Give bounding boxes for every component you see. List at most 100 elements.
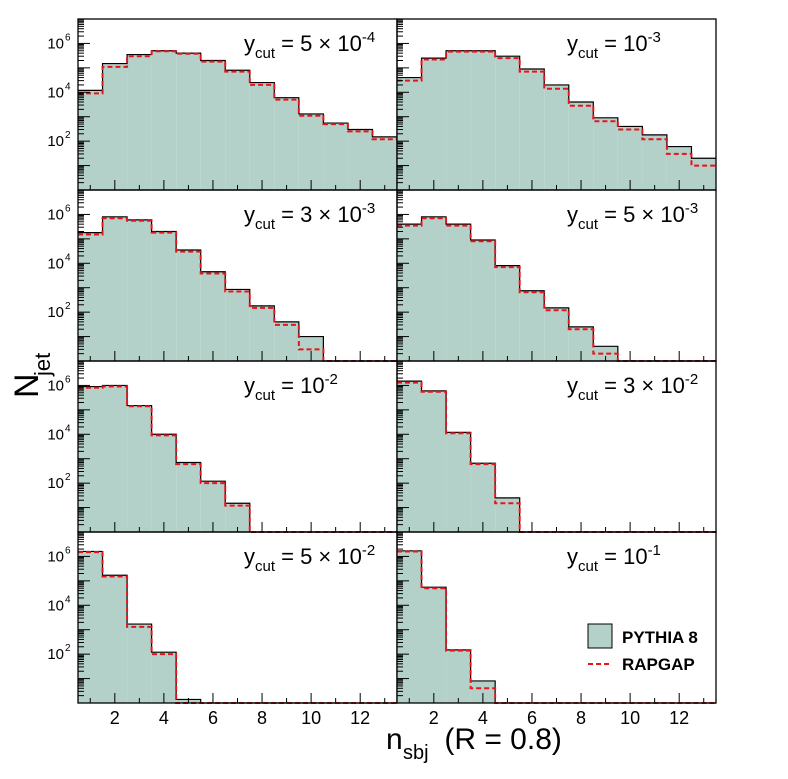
y-tick-label: 10 — [47, 304, 64, 321]
pythia-bar — [347, 129, 373, 190]
pythia-bar — [78, 232, 103, 361]
panel-label: ycut = 10-2 — [244, 371, 338, 404]
pythia-bar — [397, 224, 422, 361]
legend-swatch-pythia — [587, 623, 613, 649]
pythia-bar — [446, 50, 471, 190]
pythia-bar — [470, 463, 496, 532]
x-tick-label: 10 — [301, 708, 321, 728]
y-tick-label: 10 — [47, 206, 64, 223]
pythia-bar — [151, 50, 177, 190]
pythia-bar — [397, 550, 422, 703]
pythia-bar — [421, 58, 447, 191]
pythia-bar — [691, 158, 716, 190]
panel-label: ycut = 5 × 10-4 — [244, 29, 375, 62]
y-tick-label-exponent: 2 — [65, 643, 71, 654]
panel-label: ycut = 10-1 — [567, 542, 661, 575]
pythia-bar — [519, 290, 545, 361]
pythia-bar — [127, 624, 152, 703]
legend-label-rapgap: RAPGAP — [622, 655, 695, 674]
pythia-bar — [446, 224, 471, 361]
pythia-bar — [495, 56, 520, 190]
pythia-bar — [470, 680, 496, 703]
y-tick-label-exponent: 6 — [65, 203, 71, 214]
pythia-bar — [78, 551, 103, 703]
pythia-bar — [446, 649, 471, 703]
pythia-bar — [151, 434, 177, 532]
x-tick-label: 12 — [669, 708, 689, 728]
rapgap-line — [78, 385, 397, 533]
pythia-bar — [372, 136, 397, 190]
pythia-outline — [397, 50, 716, 159]
panel-2: ycut = 10-3 — [396, 18, 717, 191]
pythia-bar — [544, 307, 569, 361]
y-tick-label: 10 — [47, 548, 64, 565]
pythia-bar — [274, 321, 299, 361]
pythia-bar — [298, 113, 324, 190]
x-axis-title-suffix: (R = 0.8) — [436, 723, 562, 756]
panel-label: ycut = 3 × 10-2 — [567, 371, 698, 404]
x-tick-label: 2 — [429, 708, 439, 728]
pythia-bar — [617, 126, 643, 190]
pythia-bar — [421, 390, 447, 532]
pythia-bar — [495, 265, 520, 361]
panel-label: ycut = 5 × 10-2 — [244, 542, 375, 575]
pythia-bar — [200, 271, 226, 361]
pythia-bar — [470, 239, 496, 361]
pythia-bar — [102, 63, 128, 191]
y-tick-label-exponent: 4 — [65, 81, 71, 92]
legend-label-pythia: PYTHIA 8 — [622, 628, 698, 647]
pythia-bar — [102, 575, 128, 703]
pythia-bar — [421, 216, 447, 361]
pythia-bar — [225, 70, 250, 190]
y-tick-label: 10 — [47, 84, 64, 101]
y-tick-label: 10 — [47, 426, 64, 443]
x-tick-label: 4 — [478, 708, 488, 728]
pythia-bar — [225, 289, 250, 361]
y-tick-label: 10 — [47, 597, 64, 614]
x-tick-label: 8 — [257, 708, 267, 728]
x-tick-label: 4 — [159, 708, 169, 728]
x-axis-title-main: n — [386, 723, 403, 756]
panel-6: ycut = 3 × 10-2 — [396, 360, 717, 533]
rapgap-line — [78, 50, 397, 141]
y-tick-label: 10 — [47, 475, 64, 492]
pythia-bar — [446, 432, 471, 532]
rapgap-line — [397, 50, 716, 167]
pythia-bar — [200, 60, 226, 190]
y-tick-label: 10 — [47, 35, 64, 52]
pythia-bar — [176, 462, 201, 532]
pythia-bar — [397, 381, 422, 532]
pythia-bar — [593, 117, 618, 190]
y-tick-label-exponent: 2 — [65, 472, 71, 483]
pythia-bar — [176, 249, 201, 361]
x-tick-label: 8 — [576, 708, 586, 728]
y-tick-label-exponent: 6 — [65, 32, 71, 43]
y-tick-label: 10 — [47, 377, 64, 394]
pythia-bar — [421, 587, 447, 703]
y-tick-label-exponent: 6 — [65, 545, 71, 556]
y-tick-label-exponent: 6 — [65, 374, 71, 385]
pythia-outline — [78, 50, 397, 138]
pythia-bar — [127, 219, 152, 361]
x-tick-label: 10 — [620, 708, 640, 728]
pythia-bar — [495, 497, 520, 532]
y-tick-label-exponent: 4 — [65, 594, 71, 605]
x-tick-label: 2 — [110, 708, 120, 728]
pythia-bar — [519, 68, 545, 190]
panel-label: ycut = 3 × 10-3 — [244, 200, 375, 233]
y-tick-label-exponent: 4 — [65, 423, 71, 434]
pythia-bar — [176, 53, 201, 191]
pythia-bar — [249, 82, 275, 190]
x-axis-title: n sbj (R = 0.8) — [386, 723, 562, 764]
x-axis-title-sub: sbj — [403, 742, 429, 764]
panel-label: ycut = 10-3 — [567, 29, 661, 62]
pythia-bar — [151, 231, 177, 361]
pythia-bar — [127, 54, 152, 190]
panel-8: 2 4 6 8 10 12 ycut = 10-1 — [396, 531, 717, 728]
pythia-bar — [274, 97, 299, 190]
